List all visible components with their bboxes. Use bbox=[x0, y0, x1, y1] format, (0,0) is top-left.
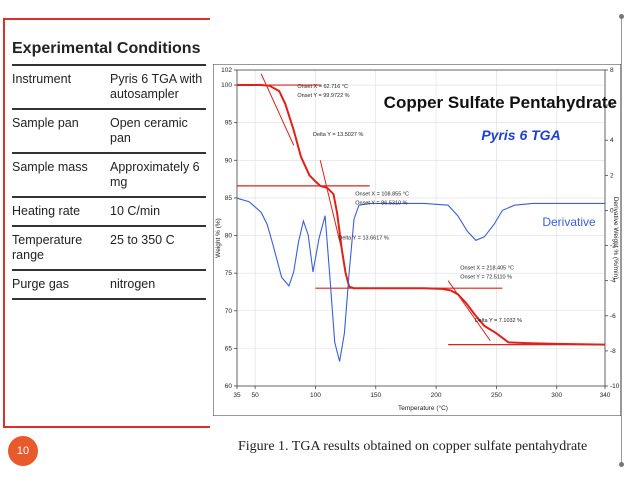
chart-frame bbox=[213, 64, 621, 416]
chart-subtitle: Pyris 6 TGA bbox=[481, 127, 560, 143]
x-tick-label: 300 bbox=[551, 392, 562, 399]
x-axis-label: Temperature (°C) bbox=[398, 404, 448, 412]
decorative-dot bbox=[619, 14, 624, 19]
row-label: Purge gas bbox=[12, 270, 110, 300]
divider bbox=[621, 16, 622, 464]
page-number-badge: 10 bbox=[8, 436, 38, 466]
y2-tick-label: -2 bbox=[610, 243, 616, 250]
chart-title: Copper Sulfate Pentahydrate bbox=[384, 93, 617, 112]
annotation: Onset Y = 99.9722 % bbox=[297, 93, 349, 99]
row-label: Sample pan bbox=[12, 109, 110, 154]
annotation: Onset X = 62.716 °C bbox=[297, 84, 348, 90]
y-tick-label: 60 bbox=[225, 383, 233, 390]
y2-tick-label: -4 bbox=[610, 278, 616, 285]
y2-tick-label: -8 bbox=[610, 348, 616, 355]
y-tick-label: 102 bbox=[221, 67, 232, 74]
x-tick-label: 50 bbox=[251, 392, 259, 399]
x-tick-label: 340 bbox=[600, 392, 611, 399]
row-label: Temperature range bbox=[12, 226, 110, 271]
x-tick-label: 250 bbox=[491, 392, 502, 399]
y-tick-label: 100 bbox=[221, 82, 232, 89]
y2-tick-label: 4 bbox=[610, 137, 614, 144]
y-tick-label: 85 bbox=[225, 195, 233, 202]
row-value: 25 to 350 C bbox=[110, 226, 206, 271]
axes bbox=[234, 69, 608, 389]
annotation: Onset Y = 72.5110 % bbox=[460, 274, 512, 280]
slope-tangent bbox=[447, 280, 491, 342]
y-tick-label: 80 bbox=[225, 233, 233, 240]
annotation: Onset Y = 86.5310 % bbox=[355, 201, 407, 207]
x-tick-label: 150 bbox=[370, 392, 381, 399]
annotation: Onset X = 218.405 °C bbox=[460, 265, 514, 271]
derivative-curve bbox=[236, 197, 605, 362]
annotation: Onset X = 108.855 °C bbox=[355, 192, 409, 198]
figure-caption: Figure 1. TGA results obtained on copper… bbox=[238, 439, 588, 454]
table-row: Sample pan Open ceramic pan bbox=[12, 109, 206, 154]
x-tick-label: 35 bbox=[233, 392, 241, 399]
conditions-title: Experimental Conditions bbox=[12, 40, 201, 57]
decorative-dot bbox=[619, 462, 624, 467]
row-value: 10 C/min bbox=[110, 197, 206, 227]
y-tick-label: 75 bbox=[225, 270, 233, 277]
plot-area bbox=[236, 69, 606, 387]
x-tick-label: 200 bbox=[431, 392, 442, 399]
conditions-table: Instrument Pyris 6 TGA with autosampler S… bbox=[12, 64, 206, 300]
row-value: Pyris 6 TGA with autosampler bbox=[110, 64, 206, 110]
row-value: nitrogen bbox=[110, 270, 206, 300]
y-tick-label: 65 bbox=[225, 345, 233, 352]
table-row: Sample mass Approximately 6 mg bbox=[12, 153, 206, 198]
y2-tick-label: 0 bbox=[610, 207, 614, 214]
y-tick-label: 90 bbox=[225, 157, 233, 164]
annotations: Onset X = 62.716 °C Onset Y = 99.9722 % De… bbox=[297, 84, 522, 324]
y-axis-label: Weight % (%) bbox=[215, 218, 222, 258]
y2-axis-label: Derivative Weight % (%/min) bbox=[612, 197, 619, 280]
y-tick-label: 95 bbox=[225, 120, 233, 127]
y2-tick-label: -6 bbox=[610, 313, 616, 320]
y-tick-label: 70 bbox=[225, 308, 233, 315]
slope-tangent bbox=[319, 160, 343, 251]
y2-tick-label: 8 bbox=[610, 67, 614, 74]
y2-tick-label: 2 bbox=[610, 172, 614, 179]
y2-tick-label: -10 bbox=[610, 383, 620, 390]
table-row: Purge gas nitrogen bbox=[12, 270, 206, 300]
row-label: Heating rate bbox=[12, 197, 110, 227]
table-row: Heating rate 10 C/min bbox=[12, 197, 206, 227]
curves bbox=[236, 73, 606, 362]
row-value: Approximately 6 mg bbox=[110, 153, 206, 198]
y2-tick-label: 6 bbox=[610, 102, 614, 109]
annotation: Delta Y = 13.5027 % bbox=[313, 132, 364, 138]
panel-border bbox=[3, 18, 210, 428]
row-label: Sample mass bbox=[12, 153, 110, 198]
annotation: Delta Y = 13.6617 % bbox=[338, 235, 389, 241]
table-row: Instrument Pyris 6 TGA with autosampler bbox=[12, 64, 206, 110]
row-label: Instrument bbox=[12, 64, 110, 110]
weight-curve bbox=[237, 84, 606, 346]
row-value: Open ceramic pan bbox=[110, 109, 206, 154]
derivative-label: Derivative bbox=[542, 215, 596, 229]
annotation: Delta Y = 7.1032 % bbox=[475, 318, 522, 324]
table-row: Temperature range 25 to 350 C bbox=[12, 226, 206, 271]
x-tick-label: 100 bbox=[310, 392, 321, 399]
